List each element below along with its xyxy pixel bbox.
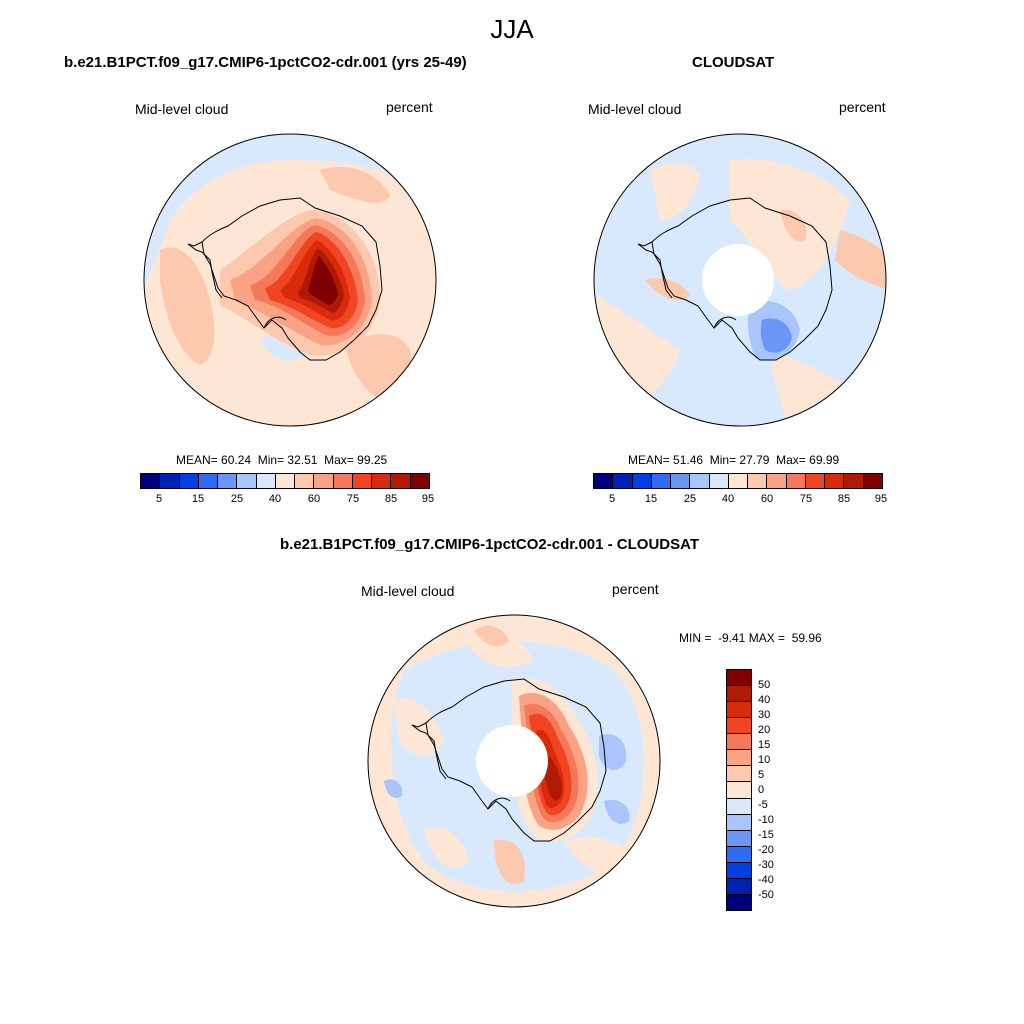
- colorbar-swatch: [160, 474, 180, 488]
- colorbar-swatch: [727, 862, 751, 879]
- colorbar-swatch: [275, 474, 296, 488]
- panel2-tick: 15: [644, 493, 658, 505]
- colorbar-swatch: [218, 474, 238, 488]
- panel1-tick: 15: [191, 493, 205, 505]
- panel3-tick: -15: [758, 829, 774, 841]
- panel3-tick: 20: [758, 724, 771, 736]
- colorbar-swatch: [179, 474, 199, 488]
- panel1-tick: 60: [307, 493, 321, 505]
- colorbar-swatch: [727, 734, 751, 751]
- colorbar-swatch: [727, 846, 751, 863]
- panel1-tick: 85: [384, 493, 398, 505]
- panel3-tick: 30: [758, 709, 771, 721]
- panel3-tick: 10: [758, 754, 771, 766]
- colorbar-swatch: [825, 474, 845, 488]
- panel3-title: b.e21.B1PCT.f09_g17.CMIP6-1pctCO2-cdr.00…: [280, 536, 700, 553]
- panel3-map: [367, 614, 661, 908]
- panel3-tick: -10: [758, 814, 774, 826]
- panel1-map: [143, 133, 437, 427]
- panel2-tick: 60: [760, 493, 774, 505]
- colorbar-swatch: [352, 474, 373, 488]
- panel1-colorbar: 5 15 25 40 60 75 85 95: [140, 473, 434, 505]
- panel1-tick: 25: [230, 493, 244, 505]
- colorbar-swatch: [314, 474, 334, 488]
- panel3-field-label: Mid-level cloud: [361, 583, 455, 599]
- panel1-units-label: percent: [386, 99, 433, 115]
- panel3-tick: -20: [758, 844, 774, 856]
- panel3-tick: -40: [758, 874, 774, 886]
- panel2-tick: 85: [837, 493, 851, 505]
- colorbar-swatch: [727, 766, 751, 783]
- panel2-tick: 25: [683, 493, 697, 505]
- colorbar-swatch: [727, 702, 751, 719]
- colorbar-swatch: [748, 474, 768, 488]
- panel3-tick: 5: [758, 769, 765, 781]
- colorbar-swatch: [863, 474, 882, 488]
- colorbar-swatch: [690, 474, 710, 488]
- colorbar-swatch: [727, 830, 751, 847]
- colorbar-swatch: [727, 670, 751, 687]
- colorbar-swatch: [805, 474, 826, 488]
- colorbar-swatch: [295, 474, 315, 488]
- panel2-stats: MEAN= 51.46 Min= 27.79 Max= 69.99: [628, 453, 840, 467]
- colorbar-swatch: [613, 474, 633, 488]
- panel2-tick: 95: [874, 493, 888, 505]
- panel2-units-label: percent: [839, 99, 886, 115]
- panel3-tick: 0: [758, 784, 765, 796]
- panel2-colorbar: 5 15 25 40 60 75 85 95: [593, 473, 887, 505]
- colorbar-swatch: [410, 474, 429, 488]
- panel1-tick: 40: [268, 493, 282, 505]
- colorbar-swatch: [727, 750, 751, 767]
- main-title: JJA: [490, 14, 534, 44]
- colorbar-swatch: [256, 474, 276, 488]
- panel3-tick: 40: [758, 694, 771, 706]
- colorbar-swatch: [844, 474, 864, 488]
- colorbar-swatch: [709, 474, 729, 488]
- colorbar-swatch: [651, 474, 672, 488]
- colorbar-swatch: [786, 474, 806, 488]
- colorbar-swatch: [237, 474, 257, 488]
- colorbar-swatch: [727, 718, 751, 735]
- colorbar-swatch: [767, 474, 787, 488]
- panel3-colorbar: 50 40 30 20 15 10 5 0 -5 -10 -15 -20 -30…: [726, 669, 774, 911]
- panel3-units-label: percent: [612, 581, 659, 597]
- panel1-title: b.e21.B1PCT.f09_g17.CMIP6-1pctCO2-cdr.00…: [64, 54, 467, 71]
- colorbar-swatch: [372, 474, 392, 488]
- panel3-tick: 50: [758, 679, 771, 691]
- panel1-field-label: Mid-level cloud: [135, 101, 229, 117]
- panel3-tick: -50: [758, 889, 774, 901]
- panel3-tick: -5: [758, 799, 768, 811]
- panel3-stats: MIN = -9.41 MAX = 59.96: [679, 631, 822, 645]
- panel2-tick: 5: [608, 493, 616, 505]
- colorbar-swatch: [727, 814, 751, 831]
- panel2-field-label: Mid-level cloud: [588, 101, 682, 117]
- colorbar-swatch: [727, 894, 751, 910]
- panel2-tick: 75: [799, 493, 813, 505]
- panel2-map: [593, 133, 887, 427]
- colorbar-swatch: [198, 474, 219, 488]
- colorbar-swatch: [594, 474, 614, 488]
- colorbar-swatch: [728, 474, 749, 488]
- panel2-tick: 40: [721, 493, 735, 505]
- panel1-stats: MEAN= 60.24 Min= 32.51 Max= 99.25: [176, 453, 388, 467]
- colorbar-swatch: [391, 474, 411, 488]
- colorbar-swatch: [727, 878, 751, 895]
- colorbar-swatch: [727, 798, 751, 815]
- panel1-tick: 95: [421, 493, 435, 505]
- colorbar-swatch: [727, 782, 751, 799]
- panel1-tick: 5: [155, 493, 163, 505]
- panel3-tick: -30: [758, 859, 774, 871]
- colorbar-swatch: [671, 474, 691, 488]
- panel1-tick: 75: [346, 493, 360, 505]
- colorbar-swatch: [727, 686, 751, 703]
- colorbar-swatch: [632, 474, 652, 488]
- panel3-tick: 15: [758, 739, 771, 751]
- colorbar-swatch: [141, 474, 161, 488]
- panel2-title: CLOUDSAT: [692, 54, 775, 71]
- colorbar-swatch: [333, 474, 353, 488]
